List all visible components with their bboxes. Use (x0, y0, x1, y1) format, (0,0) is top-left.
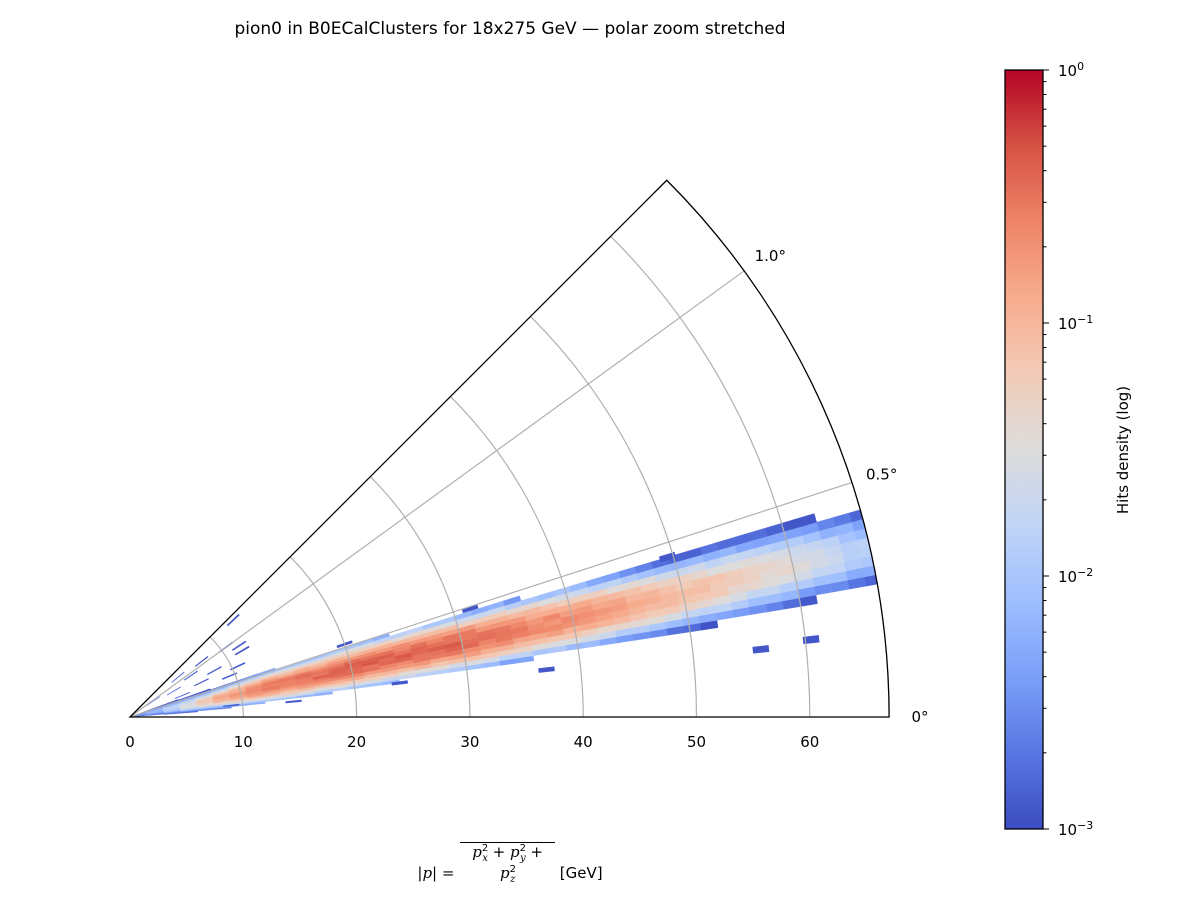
r-tick-label: 10 (234, 733, 253, 751)
grid-arc (209, 636, 244, 718)
colorbar (1004, 69, 1049, 830)
heatmap-cell (226, 613, 240, 627)
r-tick-label: 50 (687, 733, 706, 751)
theta-tick-label: 1.0° (755, 247, 786, 265)
heatmap-cell (183, 670, 198, 681)
plot-frame (128, 179, 890, 718)
theta-tick-label: 0° (912, 708, 929, 726)
r-tick-label: 60 (800, 733, 819, 751)
plot-boundary (128, 179, 890, 718)
heatmap-cell (206, 666, 222, 676)
xlabel-unit: [GeV] (554, 864, 603, 882)
heatmap-cell (171, 671, 185, 683)
grid-ray (129, 270, 745, 718)
grid-arc (289, 556, 358, 718)
heatmap-cell (174, 691, 191, 699)
colorbar-tick-label: 10−3 (1058, 819, 1094, 839)
heatmap-cell (223, 703, 240, 708)
heatmap-cell (502, 595, 522, 606)
heatmap-cell (234, 645, 250, 656)
heatmap-cell (391, 680, 409, 686)
grid-lines (129, 235, 853, 718)
x-axis-label: |p| = p2x + p2y + p2z [GeV] (310, 842, 710, 885)
grid-arc (369, 476, 471, 718)
r-tick-label: 40 (574, 733, 593, 751)
xlabel-lhs: |p| = (417, 864, 460, 882)
colorbar-label: Hits density (log) (1114, 385, 1132, 515)
heatmap-cell (538, 666, 555, 673)
theta-tick-label: 0.5° (866, 466, 897, 484)
heatmap-cell (194, 655, 209, 667)
colorbar-gradient (1004, 69, 1044, 830)
heatmap-cell (231, 640, 247, 651)
chart-title: pion0 in B0ECalClusters for 18x275 GeV —… (234, 19, 786, 39)
heatmap-cells (129, 509, 878, 718)
heatmap-cell (146, 696, 161, 706)
heatmap-cell (797, 513, 817, 528)
heatmap-cell (658, 551, 677, 563)
heatmap-cell (166, 686, 182, 696)
sqrt-expression: p2x + p2y + p2z (460, 842, 555, 885)
heatmap-cell (802, 635, 820, 645)
grid-arc (450, 396, 584, 718)
heatmap-cell (229, 662, 246, 671)
r-tick-label: 0 (125, 733, 135, 751)
grid-ray (129, 481, 853, 718)
heatmap-cell (285, 699, 302, 704)
heatmap-cell (221, 672, 238, 680)
heatmap-cell (752, 645, 770, 654)
r-tick-label: 20 (347, 733, 366, 751)
grid-arc (610, 235, 811, 718)
r-tick-label: 30 (460, 733, 479, 751)
colorbar-tick-label: 10−2 (1058, 566, 1094, 586)
heatmap-cell (193, 678, 209, 687)
colorbar-tick-label: 100 (1058, 60, 1085, 80)
colorbar-tick-label: 10−1 (1058, 313, 1094, 333)
grid-arc (530, 315, 698, 718)
tick-labels: 0 10 20 30 40 50 60 0° 0.5° 1.0° (125, 247, 928, 751)
